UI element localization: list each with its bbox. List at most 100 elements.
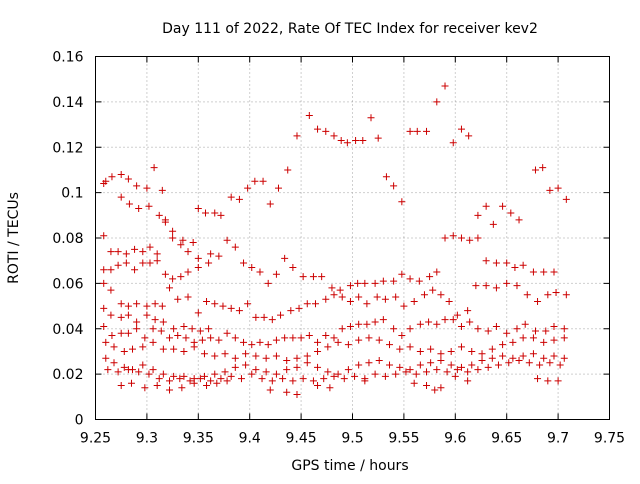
data-point (117, 329, 125, 337)
data-point (117, 381, 125, 389)
data-point (468, 361, 476, 369)
data-point (529, 268, 537, 276)
data-point (540, 268, 548, 276)
data-point (143, 311, 151, 319)
data-point (457, 234, 465, 242)
data-point (159, 318, 167, 326)
data-point (170, 325, 178, 333)
data-point (131, 266, 139, 274)
data-point (223, 377, 231, 385)
data-point (293, 354, 301, 362)
data-point (406, 127, 414, 135)
data-point (272, 352, 280, 360)
data-point (515, 357, 523, 365)
data-point (406, 366, 414, 374)
data-point (441, 316, 449, 324)
y-tick-labels: 0 0.02 0.04 0.06 0.08 0.1 0.12 0.14 0.16 (52, 50, 83, 429)
data-point (186, 377, 194, 385)
data-point (157, 327, 165, 335)
data-point (248, 263, 256, 271)
data-point (272, 336, 280, 344)
y-tick-label: 0.16 (52, 50, 83, 66)
data-point (427, 359, 435, 367)
data-point (284, 166, 292, 174)
data-point (180, 322, 188, 330)
data-point (433, 268, 441, 276)
data-point (398, 332, 406, 340)
data-point (540, 338, 548, 346)
data-point (371, 370, 379, 378)
data-point (314, 347, 322, 355)
data-point (464, 377, 472, 385)
data-point (184, 268, 192, 276)
data-point (457, 125, 465, 133)
data-point (531, 327, 539, 335)
data-point (540, 354, 548, 362)
data-point (211, 300, 219, 308)
data-point (318, 273, 326, 281)
data-point (431, 386, 439, 394)
x-tick-label: 9.3 (136, 431, 158, 447)
data-point (410, 379, 418, 387)
data-point (398, 270, 406, 278)
data-point (373, 293, 381, 301)
data-point (346, 298, 354, 306)
data-point (177, 273, 185, 281)
data-point (293, 391, 301, 399)
data-point (352, 136, 360, 144)
data-point (117, 313, 125, 321)
chart-title: Day 111 of 2022, Rate Of TEC Index for r… (162, 21, 538, 37)
data-point (488, 345, 496, 353)
data-point (484, 363, 492, 371)
data-point (482, 202, 490, 210)
data-point (507, 209, 515, 217)
data-point (365, 334, 373, 342)
data-point (416, 347, 424, 355)
data-point (363, 320, 371, 328)
data-point (354, 279, 362, 287)
y-tick-label: 0.06 (52, 276, 83, 292)
data-point (322, 332, 330, 340)
data-point (256, 338, 264, 346)
data-point (158, 186, 166, 194)
data-point (177, 241, 185, 249)
data-point (365, 359, 373, 367)
data-point (252, 352, 260, 360)
data-point (492, 284, 500, 292)
data-point (326, 384, 334, 392)
data-point (143, 302, 151, 310)
data-point (390, 277, 398, 285)
data-point (344, 341, 352, 349)
data-point (102, 338, 110, 346)
data-point (379, 316, 387, 324)
data-point (330, 334, 338, 342)
data-point (248, 370, 256, 378)
data-point (252, 366, 260, 374)
x-tick-label: 9.65 (491, 431, 522, 447)
gridlines (95, 56, 610, 420)
data-point (546, 186, 554, 194)
data-point (114, 368, 122, 376)
data-point (200, 350, 208, 358)
data-point (107, 311, 115, 319)
data-point (155, 211, 163, 219)
data-point (371, 279, 379, 287)
data-point (260, 313, 268, 321)
data-point (494, 361, 502, 369)
data-point (262, 354, 270, 362)
data-point (390, 325, 398, 333)
data-point (189, 239, 197, 247)
data-point (499, 352, 507, 360)
data-point (398, 198, 406, 206)
data-point (309, 377, 317, 385)
data-point (108, 332, 116, 340)
data-point (203, 298, 211, 306)
data-point (515, 216, 523, 224)
data-point (433, 98, 441, 106)
data-point (503, 279, 511, 287)
data-point (182, 334, 190, 342)
data-point (120, 363, 128, 371)
data-point (340, 375, 348, 383)
x-tick-labels: 9.25 9.3 9.35 9.4 9.45 9.5 9.55 9.6 9.65 9.7 9.75 (80, 431, 625, 447)
